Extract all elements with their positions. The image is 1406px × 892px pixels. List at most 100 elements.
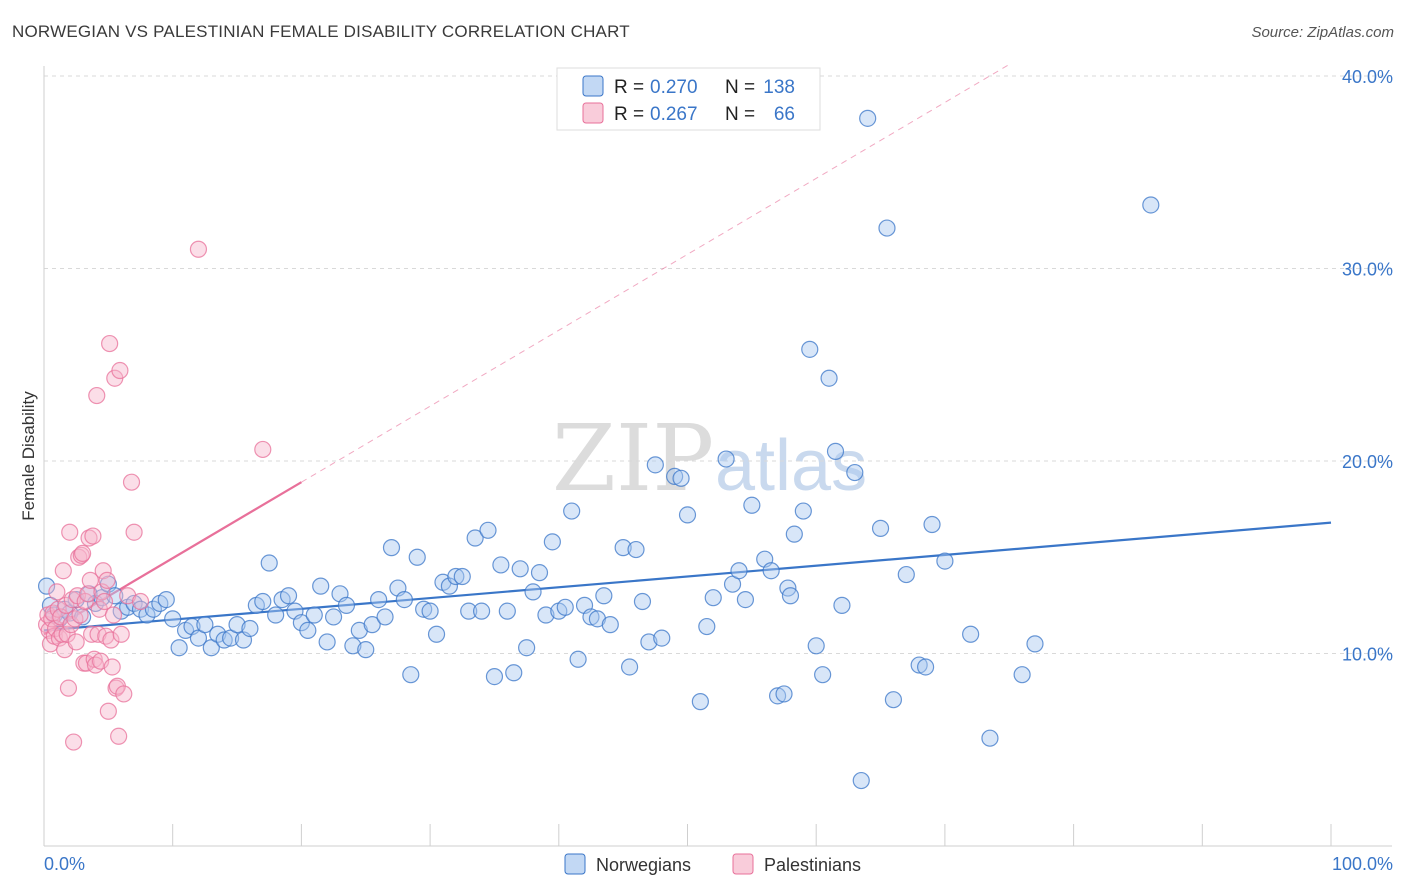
data-point-pink <box>81 571 99 589</box>
data-point-blue <box>923 515 941 534</box>
data-point-pink <box>101 334 119 353</box>
data-point-blue <box>447 567 465 586</box>
data-point-blue <box>743 496 761 514</box>
data-point-pink <box>83 625 101 643</box>
data-point-blue <box>833 596 851 614</box>
data-point-pink <box>79 585 97 603</box>
data-point-pink <box>110 727 128 745</box>
trendline-blue <box>43 521 1332 632</box>
data-point-blue <box>981 729 999 747</box>
y-tick-label: 40.0% <box>1342 67 1393 87</box>
data-point-blue <box>620 658 639 676</box>
data-point-blue <box>164 610 182 628</box>
axes <box>43 66 1392 847</box>
legend-n-label: N = <box>725 77 755 98</box>
data-point-pink <box>104 606 123 624</box>
data-point-blue <box>402 666 420 684</box>
bottom-legend-swatch-pink <box>732 853 754 875</box>
grid <box>44 75 1392 654</box>
legend-swatch-blue <box>582 75 604 97</box>
data-point-blue <box>370 590 388 609</box>
legend-r-value: 0.270 <box>650 77 698 98</box>
data-point-blue <box>524 583 542 601</box>
data-point-blue <box>395 590 413 609</box>
data-point-blue <box>601 616 619 634</box>
data-point-blue <box>814 666 832 684</box>
data-point-blue <box>897 565 915 584</box>
data-point-blue <box>762 562 780 580</box>
data-point-blue <box>324 608 343 626</box>
data-point-blue <box>698 617 716 636</box>
data-point-blue <box>157 590 175 609</box>
data-point-blue <box>582 608 600 626</box>
data-point-pink <box>112 625 130 643</box>
data-point-blue <box>485 667 504 686</box>
data-point-blue <box>376 608 394 626</box>
data-point-blue <box>144 600 162 618</box>
data-point-blue <box>633 592 652 611</box>
data-point-pink <box>103 658 121 676</box>
data-point-blue <box>466 529 484 547</box>
data-point-blue <box>241 619 259 638</box>
data-point-blue <box>563 502 581 520</box>
legend-r-label: R = <box>614 104 644 125</box>
trendlines <box>43 64 1332 636</box>
data-point-pink <box>57 596 75 614</box>
data-point-blue <box>595 587 613 605</box>
source-label: Source: ZipAtlas.com <box>1251 24 1394 41</box>
data-point-blue <box>672 469 690 487</box>
data-point-blue <box>170 639 188 657</box>
data-point-blue <box>196 616 214 634</box>
data-point-blue <box>569 650 587 668</box>
watermark-zip: ZIP <box>552 405 714 512</box>
data-point-blue <box>453 567 471 586</box>
data-point-blue <box>775 685 793 703</box>
data-point-blue <box>505 664 523 682</box>
data-point-pink <box>254 440 272 459</box>
data-point-blue <box>363 616 381 634</box>
data-point-blue <box>530 564 549 582</box>
data-point-blue <box>312 577 330 595</box>
data-point-blue <box>511 560 529 578</box>
legend-n-value: 66 <box>774 104 795 125</box>
data-point-blue <box>820 369 838 387</box>
data-point-blue <box>916 658 935 676</box>
data-point-pink <box>48 583 66 601</box>
data-point-blue <box>1026 635 1044 653</box>
data-point-blue <box>794 502 812 520</box>
data-point-blue <box>704 589 722 607</box>
data-point-blue <box>962 625 980 643</box>
data-point-blue <box>279 587 298 605</box>
data-point-blue <box>1142 196 1160 214</box>
data-point-blue <box>415 600 433 618</box>
data-point-blue <box>556 598 574 616</box>
data-point-blue <box>421 602 439 620</box>
data-point-blue <box>859 109 877 127</box>
data-point-pink <box>115 685 133 703</box>
data-point-pink <box>122 473 141 491</box>
data-point-pink <box>61 523 79 541</box>
data-point-blue <box>299 621 317 640</box>
data-point-blue <box>717 450 735 468</box>
data-point-blue <box>344 637 362 655</box>
data-point-blue <box>260 554 278 572</box>
y-axis-title: Female Disability <box>19 391 38 521</box>
x-tick-label: 0.0% <box>44 854 85 874</box>
bottom-legend-label-pink: Palestinians <box>764 855 861 875</box>
watermark-atlas: atlas <box>715 426 867 506</box>
data-point-pink <box>94 562 112 580</box>
data-point-blue <box>936 552 954 570</box>
data-point-blue <box>427 625 446 643</box>
data-point-blue <box>768 687 787 705</box>
bottom-legend-swatch-blue <box>564 853 586 875</box>
data-point-blue <box>653 629 671 647</box>
y-tick-label: 20.0% <box>1342 452 1393 472</box>
data-point-blue <box>871 519 890 537</box>
data-point-blue <box>472 602 491 620</box>
data-point-blue <box>106 587 124 605</box>
data-point-pink <box>99 702 117 720</box>
data-point-blue <box>37 577 56 595</box>
data-point-blue <box>215 631 233 649</box>
data-point-pink <box>95 592 114 611</box>
